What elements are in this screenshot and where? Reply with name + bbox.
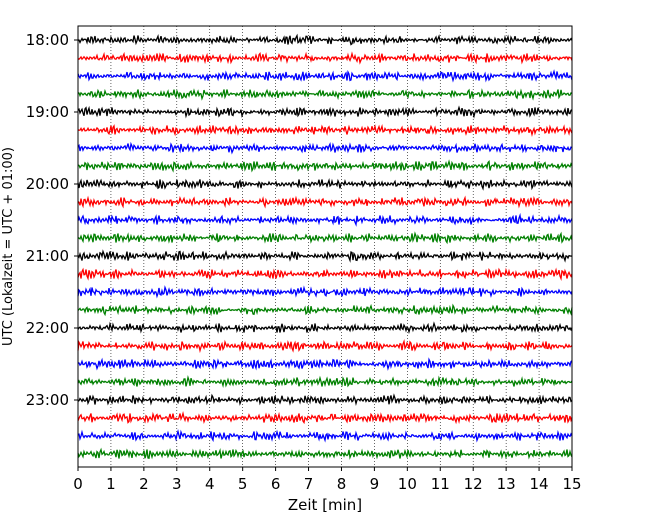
y-axis-label: UTC (Lokalzeit = UTC + 01:00) [1,147,16,346]
trace-2100 [77,249,573,263]
x-tick-label-13: 13 [497,475,516,493]
trace-2300 [77,393,573,407]
trace-2200 [77,321,573,335]
x-tick-label-10: 10 [398,475,417,493]
x-tick-label-1: 1 [106,475,116,493]
trace-1830 [77,69,573,83]
trace-2315 [77,410,573,425]
y-tick-label-1900: 19:00 [26,103,69,121]
y-tick-label-2300: 23:00 [26,391,69,409]
trace-2115 [77,267,573,282]
trace-2230 [77,357,573,371]
trace-1900 [77,105,573,119]
x-tick-label-11: 11 [431,475,450,493]
x-tick-label-3: 3 [172,475,182,493]
x-tick-label-5: 5 [238,475,248,493]
trace-2345 [77,447,573,460]
y-tick-label-1800: 18:00 [26,31,69,49]
trace-1800 [77,33,573,46]
x-tick-label-0: 0 [73,475,83,493]
trace-2130 [77,285,573,299]
seismic-traces [77,33,573,460]
trace-1915 [77,123,573,138]
x-tick-label-7: 7 [304,475,314,493]
x-tick-label-4: 4 [205,475,215,493]
trace-2145 [77,303,573,317]
x-tick-label-2: 2 [139,475,149,493]
trace-2330 [77,429,573,443]
x-tick-label-14: 14 [530,475,549,493]
trace-1815 [77,51,573,65]
trace-1930 [77,141,573,155]
trace-1945 [77,159,573,173]
x-tick-label-6: 6 [271,475,281,493]
x-axis-label: Zeit [min] [288,496,362,514]
x-tick-label-12: 12 [464,475,483,493]
y-tick-label-2000: 20:00 [26,175,69,193]
trace-2215 [77,339,573,354]
trace-1845 [77,88,573,101]
x-tick-label-15: 15 [562,475,581,493]
trace-2000 [77,178,573,191]
x-axis-ticks: 0 1 2 3 4 5 6 7 8 9 10 11 12 13 14 15 [73,467,582,493]
plot-frame [77,25,573,468]
y-tick-label-2100: 21:00 [26,247,69,265]
x-tick-label-8: 8 [337,475,347,493]
trace-2015 [77,195,573,209]
y-tick-label-2200: 22:00 [26,319,69,337]
trace-2045 [77,231,573,245]
y-axis-ticks: 18:00 19:00 20:00 21:00 22:00 23:00 [26,31,78,409]
trace-2245 [77,374,573,388]
trace-2030 [77,212,573,227]
x-tick-label-9: 9 [370,475,380,493]
